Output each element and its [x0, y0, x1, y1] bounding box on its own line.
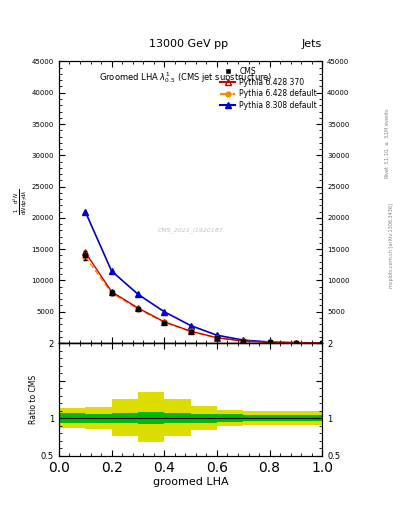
Text: CMS_2021_I1920187: CMS_2021_I1920187: [158, 227, 224, 233]
Text: 13000 GeV pp: 13000 GeV pp: [149, 38, 228, 49]
Y-axis label: Ratio to CMS: Ratio to CMS: [29, 375, 38, 424]
X-axis label: groomed LHA: groomed LHA: [153, 477, 228, 487]
Legend: CMS, Pythia 6.428 370, Pythia 6.428 default, Pythia 8.308 default: CMS, Pythia 6.428 370, Pythia 6.428 defa…: [219, 65, 318, 111]
Text: Rivet 3.1.10, $\geq$ 3.1M events: Rivet 3.1.10, $\geq$ 3.1M events: [383, 108, 391, 179]
Y-axis label: $\frac{1}{\mathrm{d}N}\frac{\mathrm{d}^2N}{\mathrm{d}p_T \mathrm{d}\lambda}$: $\frac{1}{\mathrm{d}N}\frac{\mathrm{d}^2…: [11, 189, 29, 216]
Text: mcplots.cern.ch [arXiv:1306.3436]: mcplots.cern.ch [arXiv:1306.3436]: [389, 203, 393, 288]
Text: Groomed LHA $\lambda^{1}_{0.5}$ (CMS jet substructure): Groomed LHA $\lambda^{1}_{0.5}$ (CMS jet…: [99, 70, 272, 85]
Text: Jets: Jets: [302, 38, 322, 49]
